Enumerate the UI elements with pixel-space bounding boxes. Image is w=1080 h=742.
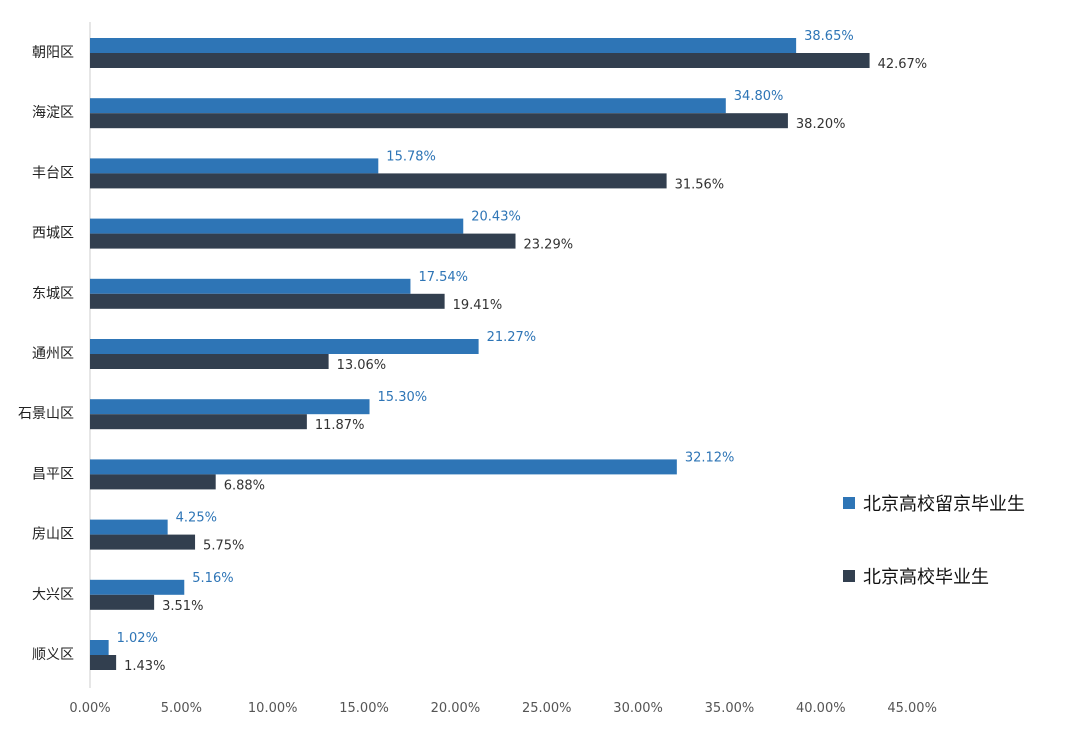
data-label-series-0: 5.16% <box>192 571 233 586</box>
bar-series-1 <box>90 233 516 249</box>
x-tick-label: 35.00% <box>705 701 755 716</box>
category-label: 昌平区 <box>32 466 74 482</box>
data-label-series-1: 3.51% <box>162 599 203 614</box>
x-tick-label: 5.00% <box>161 701 202 716</box>
x-tick-label: 15.00% <box>339 701 389 716</box>
legend-swatch-series-0 <box>843 497 855 509</box>
data-label-series-1: 11.87% <box>315 418 365 433</box>
data-label-series-1: 31.56% <box>675 177 725 192</box>
data-label-series-0: 17.54% <box>418 270 468 285</box>
data-label-series-1: 42.67% <box>878 57 928 72</box>
category-label: 东城区 <box>32 286 74 302</box>
legend-label-series-0: 北京高校留京毕业生 <box>863 494 1025 515</box>
data-label-series-0: 1.02% <box>117 631 158 646</box>
bar-series-1 <box>90 414 307 430</box>
bar-series-0 <box>90 339 479 354</box>
data-label-series-1: 23.29% <box>524 238 574 253</box>
bar-series-1 <box>90 293 445 309</box>
bar-series-1 <box>90 173 667 189</box>
bar-series-1 <box>90 53 870 68</box>
x-tick-label: 45.00% <box>887 701 937 716</box>
legend-item-series-0: 北京高校留京毕业生 <box>843 490 1025 516</box>
bar-series-1 <box>90 594 155 610</box>
bar-series-0 <box>90 459 677 475</box>
category-label: 石景山区 <box>18 406 74 422</box>
category-label: 房山区 <box>32 527 74 543</box>
bar-series-0 <box>90 278 411 294</box>
data-label-series-1: 13.06% <box>337 358 387 373</box>
x-tick-label: 40.00% <box>796 701 846 716</box>
data-label-series-0: 38.65% <box>804 29 854 44</box>
data-label-series-1: 1.43% <box>124 659 165 674</box>
x-tick-label: 20.00% <box>431 701 481 716</box>
data-label-series-0: 21.27% <box>487 330 537 345</box>
category-label: 朝阳区 <box>32 45 74 61</box>
category-label: 顺义区 <box>32 647 74 663</box>
bar-series-0 <box>90 519 168 535</box>
bar-series-1 <box>90 655 117 670</box>
x-tick-label: 0.00% <box>69 701 110 716</box>
x-tick-label: 25.00% <box>522 701 572 716</box>
data-label-series-1: 38.20% <box>796 117 846 132</box>
legend-swatch-series-1 <box>843 570 855 582</box>
data-label-series-0: 15.30% <box>378 390 428 405</box>
bar-series-0 <box>90 38 797 53</box>
category-label: 西城区 <box>32 226 74 242</box>
bar-series-0 <box>90 399 370 415</box>
category-label: 大兴区 <box>32 587 74 603</box>
legend-item-series-1: 北京高校毕业生 <box>843 563 989 589</box>
data-label-series-1: 6.88% <box>224 478 265 493</box>
data-label-series-0: 4.25% <box>176 511 217 526</box>
bar-series-1 <box>90 474 216 490</box>
legend-label-series-1: 北京高校毕业生 <box>863 567 989 588</box>
bar-series-0 <box>90 98 726 114</box>
category-label: 海淀区 <box>32 105 74 121</box>
data-label-series-1: 19.41% <box>453 298 503 313</box>
data-label-series-0: 20.43% <box>471 210 521 225</box>
bar-series-1 <box>90 534 196 550</box>
data-label-series-0: 34.80% <box>734 89 784 104</box>
bar-series-0 <box>90 158 379 174</box>
data-label-series-1: 5.75% <box>203 539 244 554</box>
x-tick-label: 30.00% <box>613 701 663 716</box>
bar-series-0 <box>90 640 109 655</box>
x-tick-label: 10.00% <box>248 701 298 716</box>
data-label-series-0: 15.78% <box>386 149 436 164</box>
bar-series-1 <box>90 354 329 369</box>
category-label: 丰台区 <box>32 165 74 181</box>
bar-series-1 <box>90 113 788 129</box>
bar-series-0 <box>90 218 464 234</box>
bar-series-0 <box>90 579 185 595</box>
category-label: 通州区 <box>32 346 74 362</box>
data-label-series-0: 32.12% <box>685 450 735 465</box>
